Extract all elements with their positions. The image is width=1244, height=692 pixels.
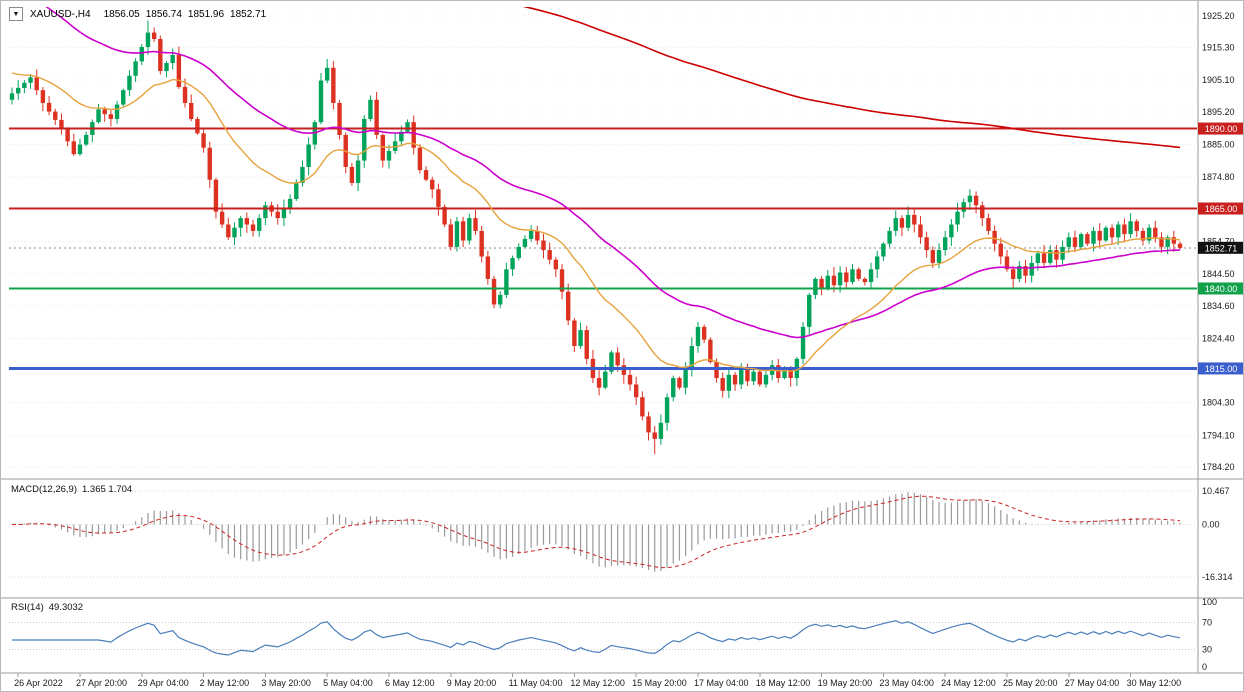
close-value: 1852.71: [230, 8, 267, 20]
time-axis-label: 2 May 12:00: [200, 678, 250, 688]
price-axis[interactable]: 1925.20 1915.30 1905.10 1895.20 1885.00 1874.…: [1197, 1, 1244, 673]
rsi-indicator-label: RSI(14) 49.3032: [11, 602, 83, 613]
rsi-pane: 100 70 30 0: [9, 597, 1217, 672]
price-axis-label: 1824.40: [1202, 333, 1235, 343]
macd-values: 1.365 1.704: [82, 484, 133, 495]
time-axis-label: 27 Apr 20:00: [76, 678, 127, 688]
price-axis-bg: [1198, 1, 1243, 691]
low-value: 1851.96: [187, 8, 225, 20]
time-axis-label: 15 May 20:00: [632, 678, 687, 688]
time-axis-label: 23 May 04:00: [879, 678, 934, 688]
ma-slow-line[interactable]: [12, 1, 1181, 149]
time-axis-label: 17 May 04:00: [694, 678, 749, 688]
symbol-ohlc-header: ▼ XAUUSD-,H4 1856.05 1856.74 1851.96 1852.7…: [9, 7, 266, 21]
macd-pane: 10.467 0.00 -16.314: [9, 486, 1233, 582]
macd-axis-label: 0.00: [1202, 520, 1220, 530]
rsi-axis-label: 30: [1202, 645, 1212, 655]
ma-mid-line[interactable]: [12, 1, 1181, 339]
high-value: 1856.74: [145, 8, 182, 20]
time-axis-label: 6 May 12:00: [385, 678, 435, 688]
macd-signal-line: [11, 495, 1181, 569]
ma-fast-line[interactable]: [11, 72, 1181, 373]
price-axis-label: 1844.50: [1202, 269, 1235, 279]
time-axis-label: 24 May 12:00: [941, 678, 996, 688]
rsi-name: RSI(14): [11, 602, 44, 613]
svg-text:1890.00: 1890.00: [1205, 124, 1238, 134]
time-axis-label: 30 May 12:00: [1127, 678, 1182, 688]
svg-text:1865.00: 1865.00: [1205, 204, 1238, 214]
price-line-tag: 1890.00: [1198, 122, 1243, 135]
macd-name: MACD(12,26,9): [11, 484, 77, 495]
rsi-axis-label: 70: [1202, 617, 1212, 627]
time-axis-label: 9 May 20:00: [447, 678, 497, 688]
time-axis-label: 12 May 12:00: [570, 678, 625, 688]
price-axis-label: 1804.30: [1202, 398, 1235, 408]
dropdown-arrow-icon[interactable]: ▼: [9, 7, 23, 21]
price-axis-label: 1915.30: [1202, 43, 1235, 53]
main-grid: [9, 15, 1197, 468]
time-axis-label: 26 Apr 2022: [14, 678, 63, 688]
candles: [9, 20, 1183, 455]
rsi-line: [12, 620, 1181, 656]
price-line-tag: 1840.00: [1198, 282, 1243, 295]
price-axis-label: 1905.10: [1202, 75, 1235, 85]
moving-averages: [11, 1, 1181, 373]
svg-text:1840.00: 1840.00: [1205, 284, 1238, 294]
time-axis-label: 19 May 20:00: [818, 678, 873, 688]
price-axis-label: 1895.20: [1202, 107, 1235, 117]
price-line-tag: 1865.00: [1198, 202, 1243, 215]
time-axis-label: 5 May 04:00: [323, 678, 373, 688]
price-axis-label: 1784.20: [1202, 462, 1235, 472]
time-axis-label: 29 Apr 04:00: [138, 678, 189, 688]
price-line-tag: 1852.71: [1198, 241, 1243, 254]
time-axis[interactable]: 26 Apr 2022 27 Apr 20:00 29 Apr 04:00 2 May…: [14, 673, 1181, 688]
time-axis-label: 25 May 20:00: [1003, 678, 1058, 688]
price-axis-label: 1885.00: [1202, 140, 1235, 150]
ohlc-values: 1856.05 1856.74 1851.96 1852.71: [98, 9, 267, 20]
time-axis-label: 11 May 04:00: [509, 678, 563, 688]
macd-axis-label: 10.467: [1202, 486, 1230, 496]
rsi-axis-label: 100: [1202, 597, 1217, 607]
price-axis-label: 1925.20: [1202, 11, 1235, 21]
macd-axis-label: -16.314: [1202, 572, 1233, 582]
price-axis-label: 1854.70: [1202, 236, 1235, 246]
time-axis-label: 3 May 20:00: [261, 678, 311, 688]
rsi-value: 49.3032: [48, 602, 84, 613]
price-axis-label: 1834.60: [1202, 301, 1235, 311]
price-axis-label: 1794.10: [1202, 430, 1235, 440]
open-value: 1856.05: [103, 8, 140, 20]
time-axis-label: 27 May 04:00: [1065, 678, 1120, 688]
svg-text:1815.00: 1815.00: [1205, 364, 1238, 374]
price-axis-label: 1874.80: [1202, 172, 1235, 182]
macd-indicator-label: MACD(12,26,9) 1.365 1.704: [11, 484, 132, 495]
symbol-label: XAUUSD-,H4: [30, 8, 91, 20]
price-line-tag: 1815.00: [1198, 362, 1243, 375]
time-axis-label: 18 May 12:00: [756, 678, 811, 688]
rsi-axis-label: 0: [1202, 662, 1207, 672]
svg-text:1852.71: 1852.71: [1205, 243, 1238, 253]
